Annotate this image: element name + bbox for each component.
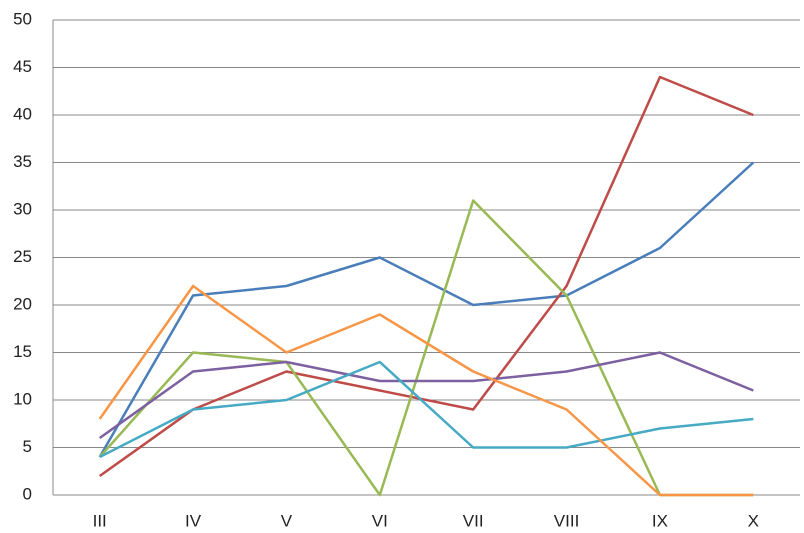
y-tick-label: 40 [13,104,32,123]
y-tick-label: 0 [23,484,32,503]
x-tick-label: X [748,511,759,530]
series-line [99,360,754,459]
series-line [98,351,754,440]
series-line [98,284,754,497]
series-line [98,161,755,458]
y-tick-label: 30 [13,199,32,218]
x-tick-label: IV [185,511,202,530]
x-tick-label: V [281,511,293,530]
series-line [98,75,754,478]
x-tick-label: VII [463,511,484,530]
y-tick-label: 50 [13,9,32,28]
y-tick-label: 15 [13,342,32,361]
x-tick-label: VI [372,511,388,530]
y-tick-label: 20 [13,294,32,313]
x-tick-label: IX [652,511,668,530]
y-tick-label: 25 [13,247,32,266]
y-tick-label: 35 [13,152,32,171]
series-line [98,199,754,497]
y-tick-label: 45 [13,57,32,76]
x-tick-label: III [93,511,107,530]
y-tick-label: 5 [23,437,32,456]
y-tick-label: 10 [13,389,32,408]
x-tick-label: VIII [554,511,580,530]
